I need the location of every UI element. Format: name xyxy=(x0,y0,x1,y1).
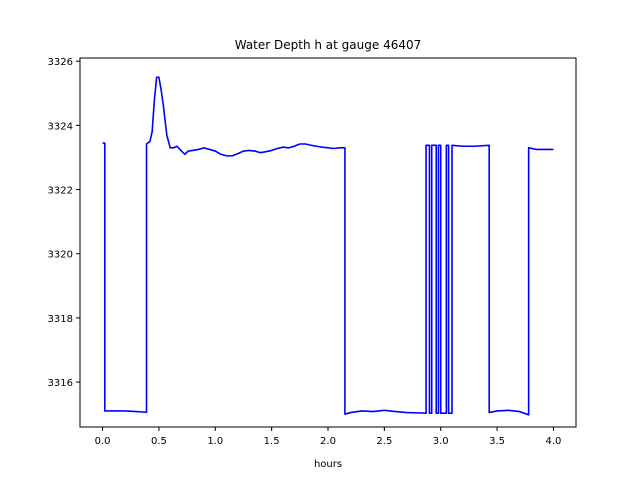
x-tick-label: 0.0 xyxy=(95,436,111,447)
y-tick-label: 3326 xyxy=(48,57,73,68)
y-tick-label: 3316 xyxy=(48,378,73,389)
x-tick-label: 4.0 xyxy=(546,436,562,447)
x-tick-label: 2.5 xyxy=(376,436,392,447)
chart-title: Water Depth h at gauge 46407 xyxy=(235,38,422,52)
y-tick-label: 3324 xyxy=(48,121,73,132)
y-tick-label: 3320 xyxy=(48,250,73,261)
x-tick-label: 3.5 xyxy=(489,436,505,447)
x-axis-label: hours xyxy=(314,459,342,470)
y-tick-label: 3322 xyxy=(48,186,73,197)
x-tick-label: 0.5 xyxy=(151,436,167,447)
x-tick-label: 1.0 xyxy=(207,436,223,447)
y-axis-ticks: 3316 3318 3320 3322 3324 3326 xyxy=(48,57,80,389)
x-tick-label: 1.5 xyxy=(264,436,280,447)
line-series-layer xyxy=(102,76,554,416)
x-axis-ticks: 0.0 0.5 1.0 1.5 2.0 2.5 3.0 3.5 4.0 xyxy=(95,427,562,447)
y-tick-label: 3318 xyxy=(48,314,73,325)
x-tick-label: 3.0 xyxy=(433,436,449,447)
x-tick-label: 2.0 xyxy=(320,436,336,447)
series-line-0 xyxy=(102,76,554,416)
